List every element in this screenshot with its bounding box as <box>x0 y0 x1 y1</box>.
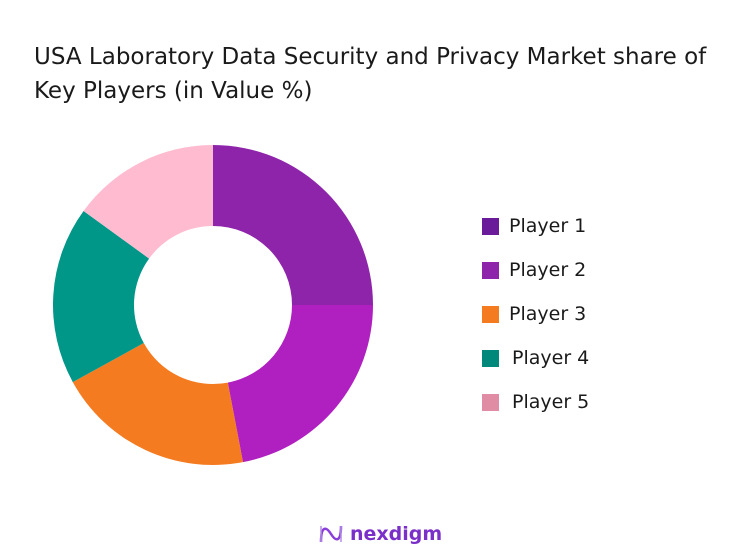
chart-title: USA Laboratory Data Security and Privacy… <box>34 44 707 104</box>
legend-swatch <box>482 261 499 279</box>
donut-slice-2 <box>227 305 373 463</box>
logo-text: nexdigm <box>350 523 443 545</box>
legend: Player 1 Player 2 Player 3 Player 4 Player 5 <box>482 204 589 424</box>
legend-item-5: Player 5 <box>482 380 589 424</box>
legend-label: Player 4 <box>512 347 590 369</box>
donut-slice-5 <box>83 145 213 259</box>
legend-label: Player 5 <box>512 391 590 413</box>
legend-item-2: Player 2 <box>482 248 589 292</box>
legend-item-1: Player 1 <box>482 204 589 248</box>
legend-swatch <box>482 393 499 411</box>
legend-label: Player 2 <box>509 259 587 281</box>
legend-label: Player 1 <box>509 215 587 237</box>
nexdigm-logo-icon <box>319 525 343 543</box>
nexdigm-logo: nexdigm <box>318 522 442 546</box>
legend-item-4: Player 4 <box>482 336 589 380</box>
donut-slice-3 <box>72 343 243 465</box>
legend-swatch <box>482 305 499 323</box>
donut-slice-4 <box>52 210 150 383</box>
legend-swatch <box>482 349 499 367</box>
legend-swatch <box>482 217 499 235</box>
legend-label: Player 3 <box>509 303 587 325</box>
legend-item-3: Player 3 <box>482 292 589 336</box>
donut-slice-1 <box>213 145 373 305</box>
